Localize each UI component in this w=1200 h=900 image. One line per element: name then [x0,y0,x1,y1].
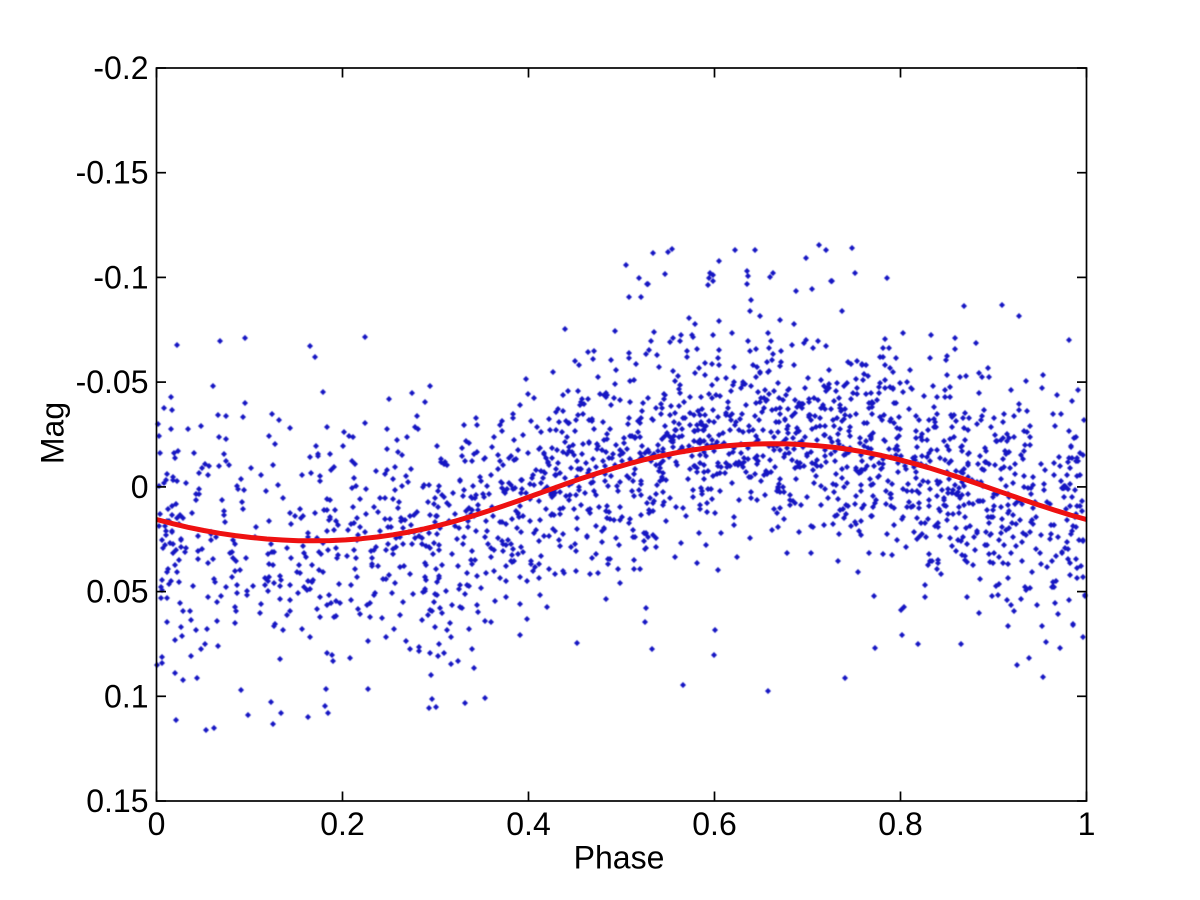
svg-text:0.4: 0.4 [506,806,550,842]
svg-text:0: 0 [148,806,166,842]
svg-text:-0.05: -0.05 [76,364,149,400]
svg-text:-0.15: -0.15 [76,155,149,191]
svg-text:-0.1: -0.1 [93,259,148,295]
svg-text:Mag: Mag [35,402,71,464]
svg-text:Phase: Phase [574,840,665,876]
svg-text:0.6: 0.6 [692,806,736,842]
svg-text:0.2: 0.2 [320,806,364,842]
svg-text:0.1: 0.1 [104,678,148,714]
svg-text:0.8: 0.8 [878,806,922,842]
svg-text:0.05: 0.05 [86,574,148,610]
svg-text:0: 0 [131,469,149,505]
svg-text:0.15: 0.15 [86,783,148,819]
svg-text:1: 1 [1078,806,1096,842]
svg-text:-0.2: -0.2 [93,50,148,86]
